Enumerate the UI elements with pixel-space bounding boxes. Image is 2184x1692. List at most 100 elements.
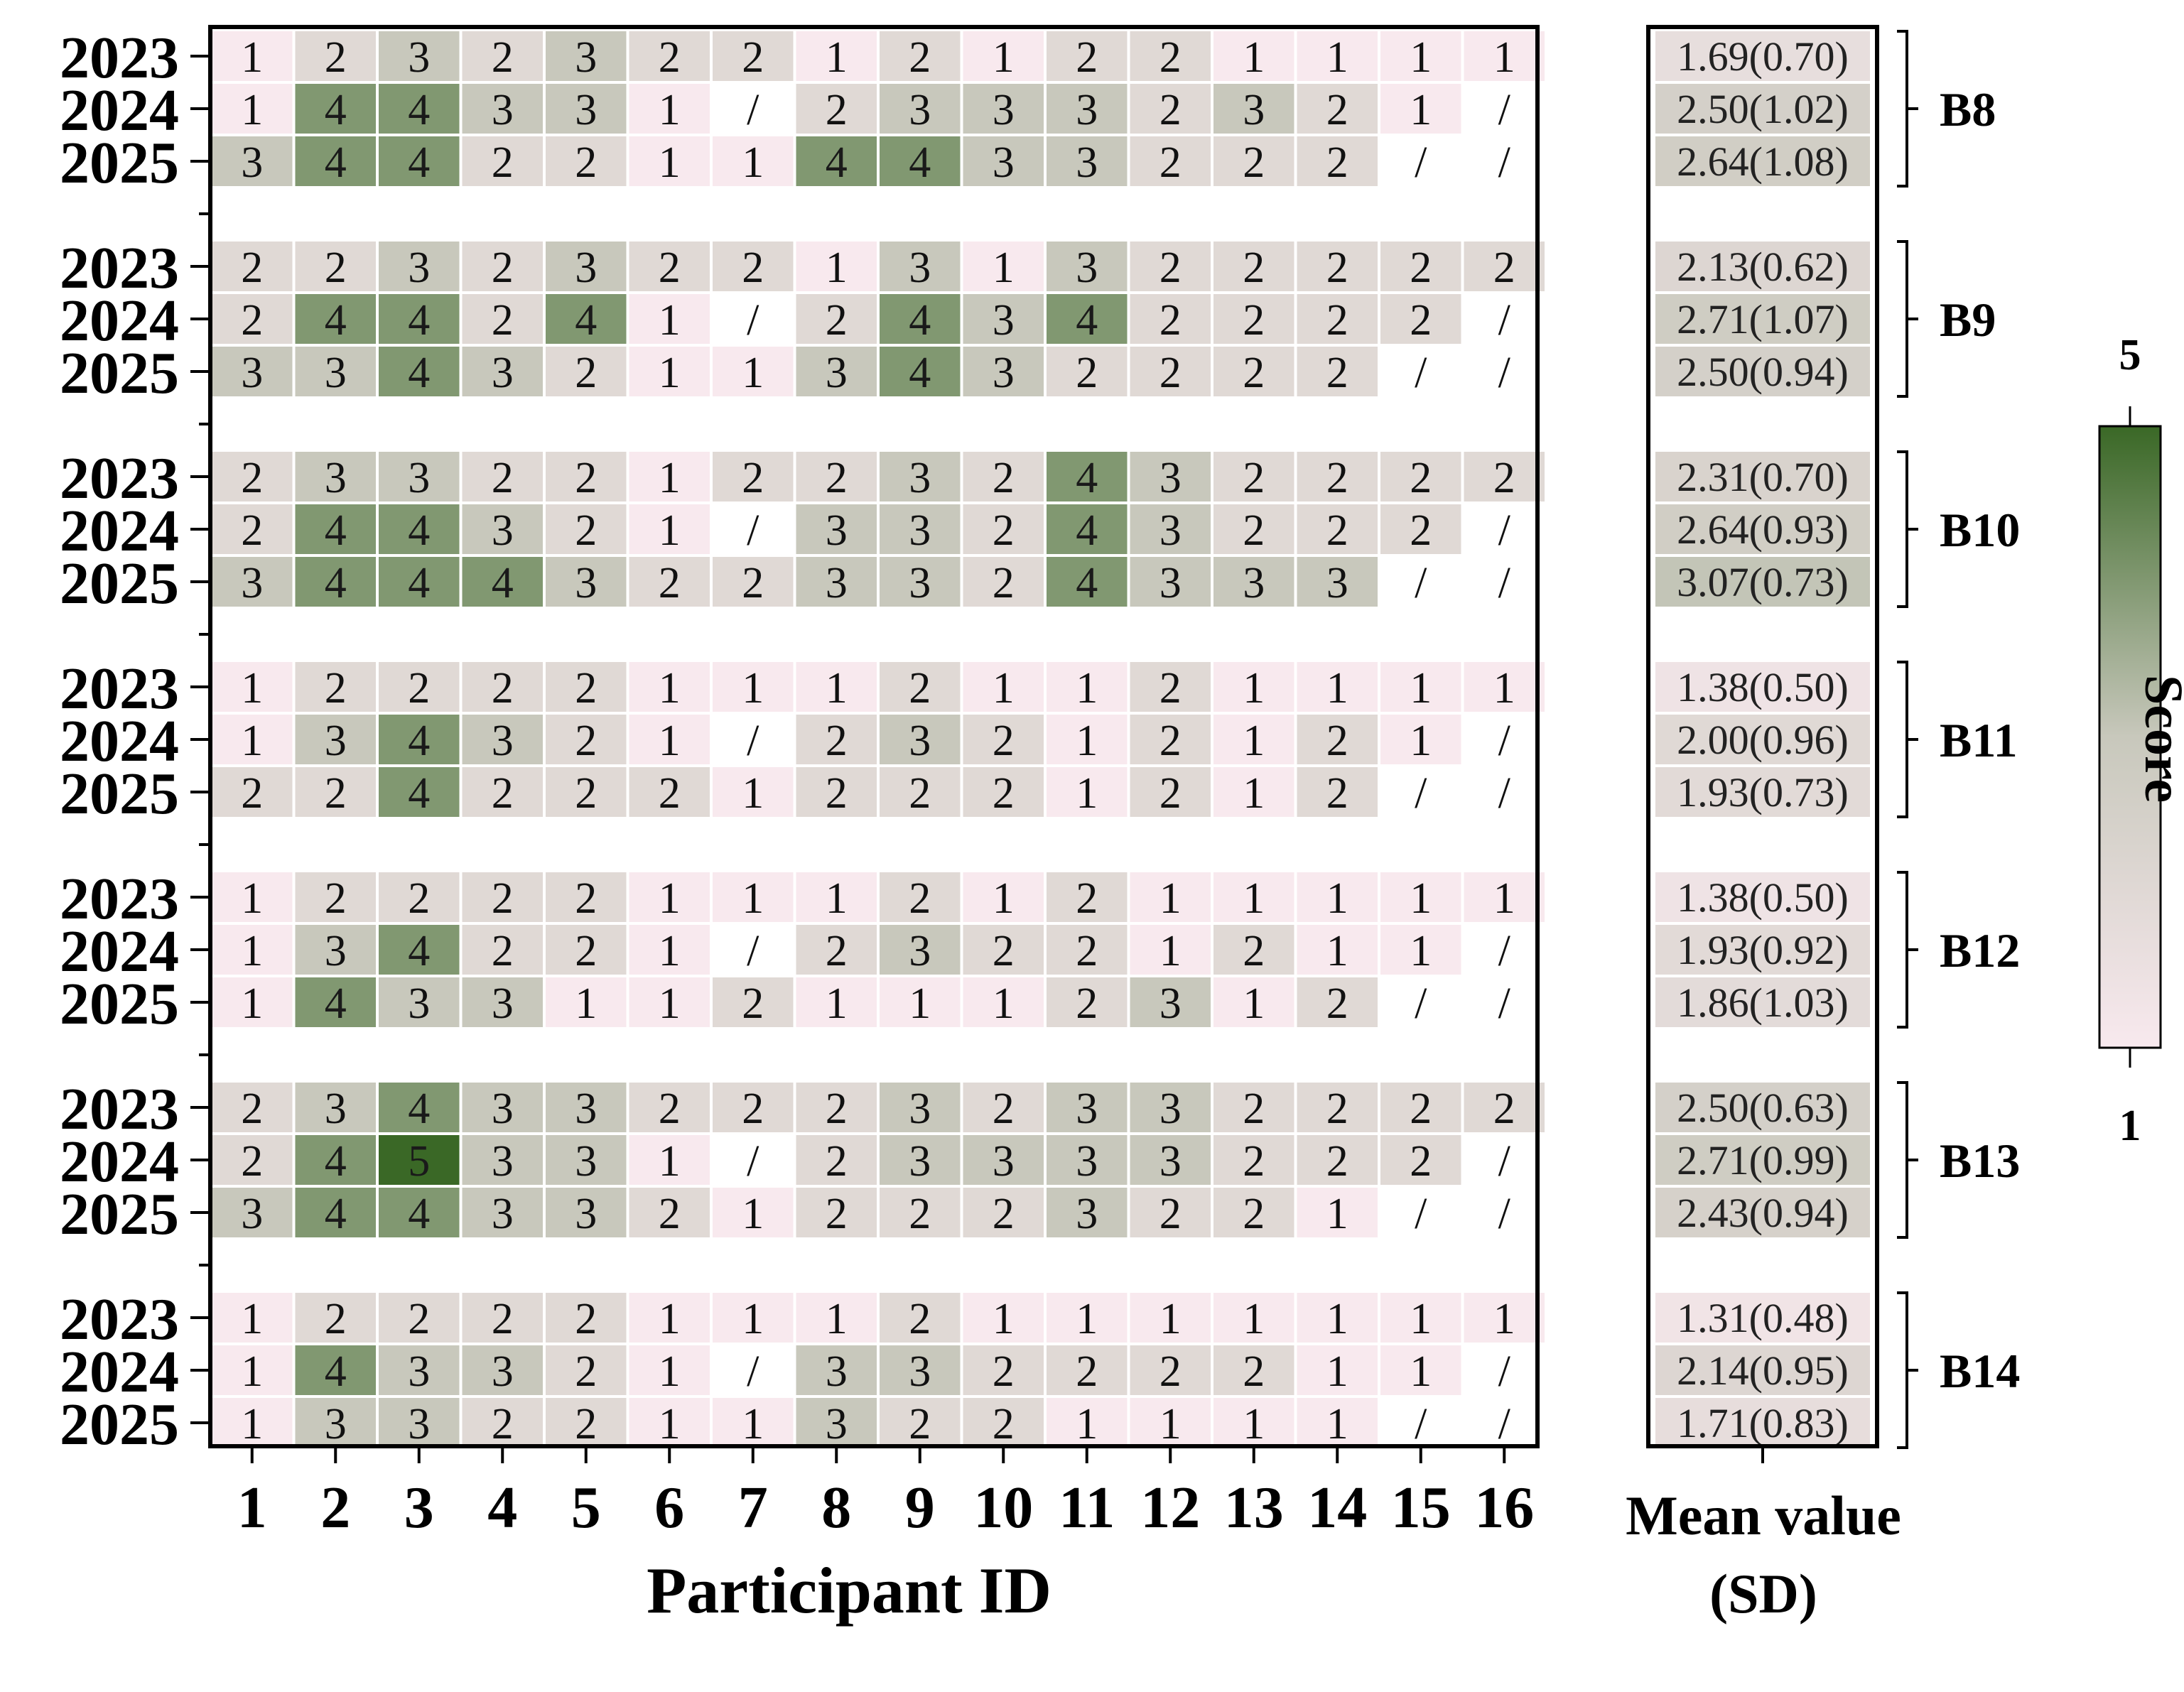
cell-B14-2023-p6 [629, 1293, 710, 1343]
cell-value: 3 [909, 506, 931, 555]
cell-B13-2024-p14 [1297, 1135, 1378, 1185]
cell-B9-2025-p13 [1213, 347, 1294, 396]
cell-value: 4 [408, 769, 430, 818]
cell-value: / [747, 927, 759, 975]
cell-value: 4 [1076, 296, 1098, 345]
cell-B14-2025-p6 [629, 1398, 710, 1448]
cell-value: 1 [1326, 1347, 1348, 1396]
cell-B12-2024-p10 [963, 925, 1044, 975]
cell-B10-2023-p16 [1464, 452, 1545, 501]
cell-value: 1 [1326, 927, 1348, 975]
cell-value: 4 [408, 86, 430, 134]
cell-value: 2 [575, 139, 597, 187]
cell-B13-2023-p5 [546, 1083, 627, 1132]
cell-B13-2024-p11 [1047, 1135, 1128, 1185]
cell-value: 4 [492, 559, 514, 607]
cell-value: 3 [909, 86, 931, 134]
row-label-B8-2024: 2024 [60, 77, 179, 143]
row-label-B14-2025: 2025 [60, 1392, 179, 1458]
cell-value: 3 [492, 1190, 514, 1238]
cell-value: 3 [993, 349, 1015, 397]
mean-value-text: 2.00(0.96) [1677, 717, 1849, 763]
cell-B11-2023-p7 [713, 662, 794, 712]
cell-value: 2 [575, 927, 597, 975]
cell-value: 3 [909, 559, 931, 607]
cell-value: / [747, 1347, 759, 1396]
cell-B11-2023-p12 [1130, 662, 1211, 712]
cell-B14-2023-p5 [546, 1293, 627, 1343]
cell-B8-2023-p13 [1213, 31, 1294, 81]
cell-value: / [1498, 927, 1511, 975]
mean-cell-B14-2025 [1655, 1398, 1870, 1448]
cell-B12-2025-p3 [379, 977, 460, 1027]
cell-value: 3 [575, 244, 597, 292]
x-tick-label-13: 13 [1224, 1475, 1284, 1541]
cell-value: 2 [492, 33, 514, 82]
mean-value-text: 1.38(0.50) [1677, 874, 1849, 921]
cell-value: 3 [909, 454, 931, 502]
cell-B12-2024-p14 [1297, 925, 1378, 975]
cell-value: 1 [1410, 717, 1432, 765]
cell-value: 1 [659, 296, 681, 345]
cell-B11-2023-p9 [880, 662, 961, 712]
cell-value: 1 [909, 980, 931, 1028]
cell-B9-2023-p5 [546, 242, 627, 291]
cell-value: 2 [1410, 296, 1432, 345]
cell-value: / [1498, 139, 1511, 187]
cell-value: 2 [826, 1190, 848, 1238]
mean-cell-B9-2023 [1655, 242, 1870, 291]
group-bracket-B8 [1897, 30, 1908, 188]
cell-value: 1 [1159, 1295, 1182, 1343]
cell-B13-2025-p11 [1047, 1188, 1128, 1237]
cell-value: 1 [659, 139, 681, 187]
cell-value: 2 [993, 1085, 1015, 1133]
cell-B8-2023-p16 [1464, 31, 1545, 81]
cell-B8-2023-p15 [1380, 31, 1461, 81]
cell-B11-2024-p14 [1297, 715, 1378, 764]
cell-value: / [1415, 1400, 1427, 1448]
cell-B13-2023-p12 [1130, 1083, 1211, 1132]
cell-value: / [1498, 349, 1511, 397]
cell-value: 2 [1243, 927, 1265, 975]
cell-B10-2024-p9 [880, 504, 961, 554]
cell-value: 1 [1493, 664, 1515, 712]
cell-value: 2 [1076, 349, 1098, 397]
cell-B9-2024-p10 [963, 294, 1044, 344]
cell-B14-2023-p14 [1297, 1293, 1378, 1343]
cell-B8-2025-p12 [1130, 136, 1211, 186]
cell-B10-2024-p13 [1213, 504, 1294, 554]
cell-B11-2024-p5 [546, 715, 627, 764]
cell-B9-2024-p1 [212, 294, 293, 344]
mean-value-text: 1.71(0.83) [1677, 1400, 1849, 1446]
cell-B12-2024-p5 [546, 925, 627, 975]
cell-value: 2 [1493, 1085, 1515, 1133]
cell-B13-2025-p10 [963, 1188, 1044, 1237]
cell-value: 1 [241, 980, 263, 1028]
cell-B12-2023-p15 [1380, 872, 1461, 922]
cell-value: 3 [241, 139, 263, 187]
cell-B12-2023-p9 [880, 872, 961, 922]
mean-value-text: 2.71(1.07) [1677, 296, 1849, 342]
cell-B12-2023-p14 [1297, 872, 1378, 922]
cell-B14-2024-p3 [379, 1345, 460, 1395]
cell-B11-2024-p13 [1213, 715, 1294, 764]
mean-cell-B13-2025 [1655, 1188, 1870, 1237]
cell-B14-2023-p8 [796, 1293, 877, 1343]
group-label-B10: B10 [1940, 503, 2020, 557]
cell-B10-2025-p9 [880, 557, 961, 607]
x-tick-label-3: 3 [404, 1475, 434, 1541]
cell-B9-2025-p11 [1047, 347, 1128, 396]
cell-B9-2024-p6 [629, 294, 710, 344]
cell-B9-2023-p10 [963, 242, 1044, 291]
cell-B8-2025-p3 [379, 136, 460, 186]
cell-value: 4 [826, 139, 848, 187]
cell-value: / [1415, 349, 1427, 397]
cell-B14-2024-p10 [963, 1345, 1044, 1395]
cell-value: 3 [325, 454, 347, 502]
cell-B9-2025-p5 [546, 347, 627, 396]
cell-value: 1 [993, 1295, 1015, 1343]
cell-value: 2 [742, 33, 764, 82]
cell-B14-2024-p15 [1380, 1345, 1461, 1395]
cell-B14-2024-p2 [295, 1345, 376, 1395]
cell-B8-2024-p10 [963, 84, 1044, 134]
